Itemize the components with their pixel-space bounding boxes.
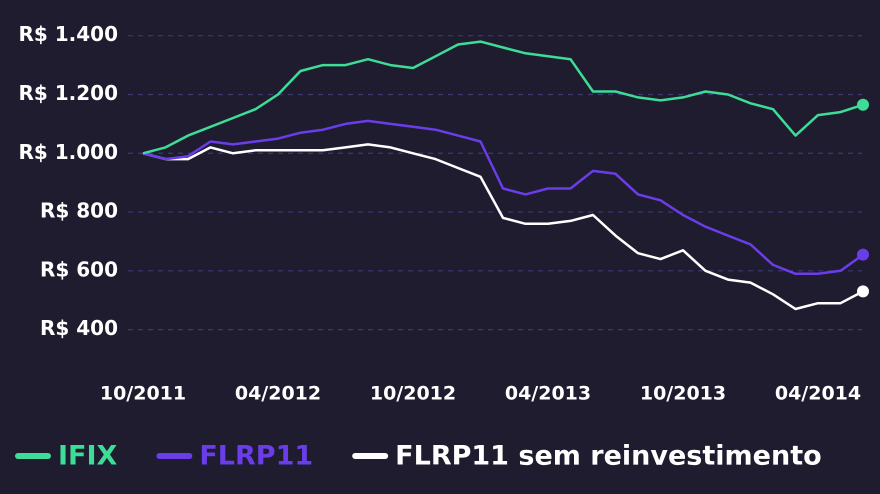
y-tick-label: R$ 400 [40, 316, 118, 340]
end-dot [857, 98, 869, 111]
x-tick-label: 04/2012 [235, 383, 321, 405]
series-line [142, 119, 864, 276]
x-tick-label: 10/2013 [640, 383, 726, 405]
y-tick-label: R$ 800 [40, 199, 118, 223]
x-tick-label: 04/2014 [775, 383, 861, 405]
x-tick-label: 10/2011 [100, 383, 186, 405]
y-tick-label: R$ 1.400 [18, 22, 118, 46]
x-tick-label: 04/2013 [505, 383, 591, 405]
legend-label: IFIX [58, 441, 118, 472]
x-tick-label: 10/2012 [370, 383, 456, 405]
series-line [142, 143, 864, 311]
y-tick-label: R$ 600 [40, 257, 118, 281]
end-dot [857, 248, 869, 261]
end-dot [857, 285, 869, 298]
legend-label: FLRP11 sem reinvestimento [395, 441, 822, 472]
y-tick-label: R$ 1.000 [18, 140, 118, 164]
y-tick-label: R$ 1.200 [18, 81, 118, 105]
series-line [142, 40, 864, 155]
legend-label: FLRP11 [199, 441, 313, 472]
